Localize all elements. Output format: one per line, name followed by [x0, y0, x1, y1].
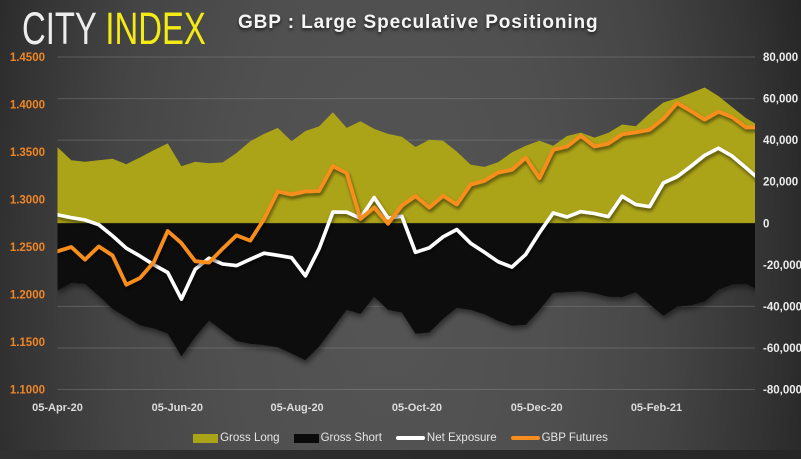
right-axis-label: -40,000: [763, 301, 801, 313]
x-axis-labels: 05-Apr-20 05-Jun-20 05-Aug-20 05-Oct-20 05-D…: [32, 402, 682, 414]
left-axis-label: 1.1500: [10, 337, 45, 349]
bottom-window-edge: [0, 450, 801, 459]
logo-city: CITY: [22, 3, 97, 54]
logo-index: INDEX: [105, 3, 206, 54]
series-gross-long-area: [57, 87, 755, 224]
x-axis-label: 05-Aug-20: [271, 402, 324, 414]
left-axis-label: 1.2500: [10, 242, 45, 254]
right-axis-labels: 80,000 60,000 40,000 20,000 0 -20,000 -40,000 -…: [763, 52, 801, 397]
right-axis-label: -60,000: [763, 343, 801, 355]
right-axis-label: 20,000: [763, 177, 798, 189]
series-gbp-futures-line: [57, 101, 755, 287]
gbp-futures-swatch: [510, 436, 540, 440]
right-axis-label: 0: [763, 218, 769, 230]
legend: Gross Long Gross Short Net Exposure GBP …: [0, 432, 801, 444]
x-axis-label: 05-Jun-20: [152, 402, 203, 414]
x-axis-label: 05-Apr-20: [32, 402, 83, 414]
city-index-logo: CITY INDEX: [22, 3, 206, 55]
left-axis-label: 1.4000: [10, 100, 45, 112]
x-axis-label: 05-Oct-20: [392, 402, 442, 414]
net-exposure-swatch: [395, 436, 425, 440]
right-axis-label: -80,000: [763, 385, 801, 397]
right-axis-label: 80,000: [763, 52, 798, 64]
legend-label: GBP Futures: [541, 432, 608, 444]
right-axis-label: 40,000: [763, 135, 798, 147]
right-axis-label: -20,000: [763, 260, 801, 272]
legend-item-gross-long: Gross Long: [193, 432, 280, 444]
chart-title: GBP : Large Speculative Positioning: [238, 12, 599, 33]
legend-item-gbp-futures: GBP Futures: [510, 432, 608, 444]
legend-item-gross-short: Gross Short: [293, 432, 382, 444]
series-net-exposure-line: [57, 146, 755, 301]
left-axis-label: 1.1000: [10, 385, 45, 397]
x-axis-label: 05-Feb-21: [631, 402, 682, 414]
legend-label: Gross Short: [320, 432, 382, 444]
gross-long-swatch: [193, 433, 219, 443]
left-axis-labels: 1.4500 1.4000 1.3500 1.3000 1.2500 1.2000 1.15…: [10, 52, 45, 397]
series-gross-short-area: [57, 223, 755, 361]
x-axis-label: 05-Dec-20: [511, 402, 563, 414]
left-axis-label: 1.3500: [10, 147, 45, 159]
legend-label: Net Exposure: [426, 432, 497, 444]
right-axis-label: 60,000: [763, 94, 798, 106]
legend-item-net-exposure: Net Exposure: [395, 432, 497, 444]
left-axis-label: 1.2000: [10, 290, 45, 302]
left-axis-label: 1.3000: [10, 195, 45, 207]
gross-short-swatch: [293, 433, 319, 443]
left-axis-label: 1.4500: [10, 52, 45, 64]
legend-label: Gross Long: [220, 432, 280, 444]
